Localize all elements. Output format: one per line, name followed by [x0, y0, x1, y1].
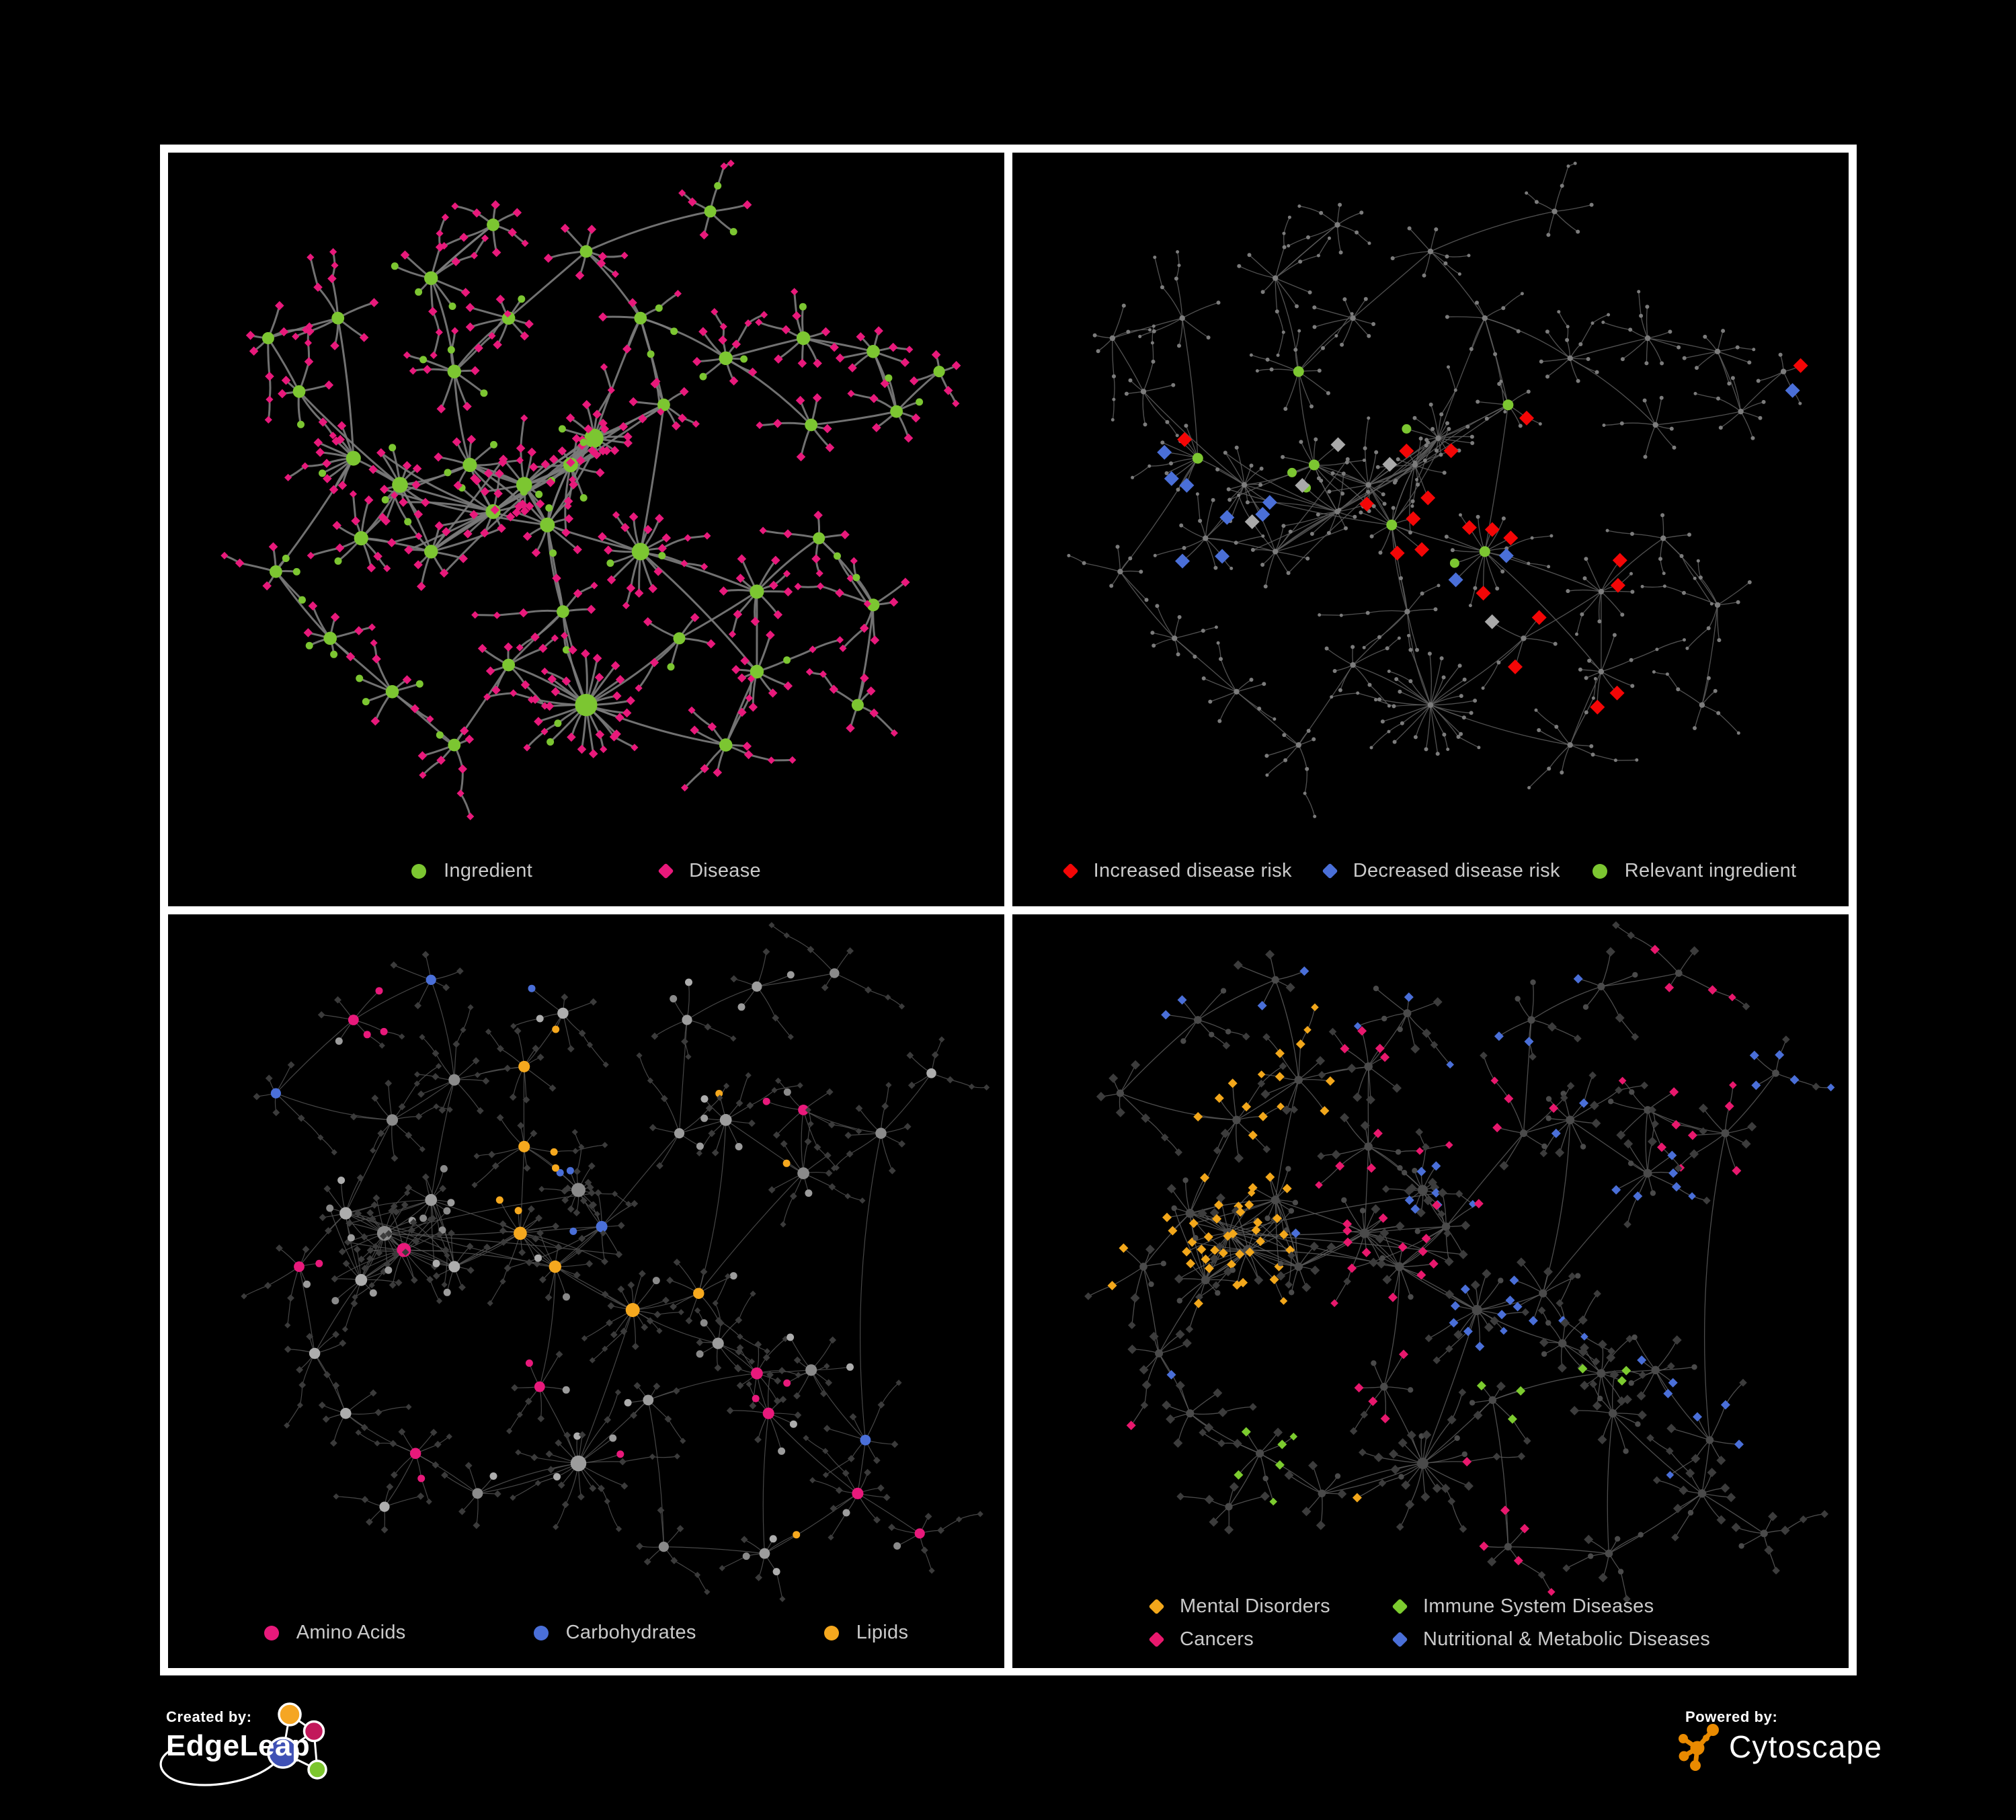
legend-item: Amino Acids	[264, 1622, 406, 1644]
panel-disease-risk: Increased disease risk Decreased disease …	[1012, 153, 1849, 906]
legend-circle-swatch	[1592, 863, 1607, 879]
panel-ingredient-disease: Ingredient Disease	[168, 153, 1004, 906]
legend-label: Relevant ingredient	[1624, 860, 1797, 881]
legend-circle-swatch	[823, 1625, 839, 1640]
panel-ingredient-classes: Amino Acids Carbohydrates Lipids	[168, 914, 1004, 1668]
cytoscape-wordmark: Cytoscape	[1729, 1729, 1883, 1764]
legend-circle-swatch	[533, 1625, 549, 1640]
ingredient-disease-network-canvas	[220, 159, 961, 820]
legend-label: Immune System Diseases	[1422, 1595, 1654, 1617]
legend-label: Lipids	[856, 1622, 909, 1643]
panel-disease-categories: Mental Disorders Immune System Diseases Ca…	[1012, 914, 1849, 1668]
legend-label: Cancers	[1179, 1628, 1254, 1650]
legend-label: Disease	[689, 860, 761, 881]
created-by-label: Created by:	[166, 1708, 252, 1725]
disease-categories-network-canvas	[1084, 921, 1835, 1604]
edgeleap-wordmark: EdgeLeap	[166, 1729, 311, 1762]
legend-diamond-swatch	[657, 863, 674, 879]
legend-diamond-swatch	[1392, 1598, 1408, 1615]
panel-grid: Ingredient Disease Increased disease risk…	[160, 145, 1857, 1675]
legend-label: Ingredient	[444, 860, 533, 881]
legend-item: Lipids	[823, 1622, 909, 1644]
legend-label: Carbohydrates	[565, 1622, 696, 1643]
legend-circle-swatch	[264, 1625, 279, 1640]
ingredient-classes-network-canvas	[241, 922, 990, 1602]
legend-item: Immune System Diseases	[1392, 1595, 1710, 1618]
legend-item: Carbohydrates	[533, 1622, 696, 1644]
disease-categories-legend: Mental Disorders Immune System Diseases Ca…	[1012, 1595, 1849, 1651]
disease-risk-legend: Increased disease risk Decreased disease …	[1012, 860, 1849, 882]
legend-item: Mental Disorders	[1148, 1595, 1330, 1618]
legend-label: Mental Disorders	[1179, 1595, 1330, 1617]
legend-item: Ingredient	[411, 860, 532, 882]
legend-diamond-swatch	[1062, 863, 1079, 879]
legend-label: Amino Acids	[296, 1622, 406, 1643]
legend-item: Disease	[657, 860, 761, 882]
legend-label: Nutritional & Metabolic Diseases	[1422, 1628, 1711, 1650]
legend-label: Decreased disease risk	[1353, 860, 1560, 881]
disease-risk-network-canvas	[1067, 161, 1808, 818]
legend-label: Increased disease risk	[1093, 860, 1292, 881]
legend-item: Decreased disease risk	[1322, 860, 1560, 882]
legend-item: Cancers	[1148, 1628, 1330, 1651]
legend-diamond-swatch	[1392, 1631, 1408, 1648]
legend-circle-swatch	[411, 863, 427, 879]
legend-diamond-swatch	[1148, 1598, 1165, 1615]
legend-item: Nutritional & Metabolic Diseases	[1392, 1628, 1711, 1651]
legend-diamond-swatch	[1322, 863, 1338, 879]
cytoscape-logo-icon	[1679, 1724, 1719, 1771]
legend-item: Increased disease risk	[1062, 860, 1292, 882]
legend-diamond-swatch	[1148, 1631, 1165, 1648]
legend-item: Relevant ingredient	[1592, 860, 1797, 882]
ingredient-disease-legend: Ingredient Disease	[168, 860, 1004, 882]
edgeleap-logo-icon	[159, 1702, 327, 1786]
ingredient-classes-legend: Amino Acids Carbohydrates Lipids	[168, 1622, 1004, 1644]
powered-by-label: Powered by:	[1685, 1708, 1778, 1725]
